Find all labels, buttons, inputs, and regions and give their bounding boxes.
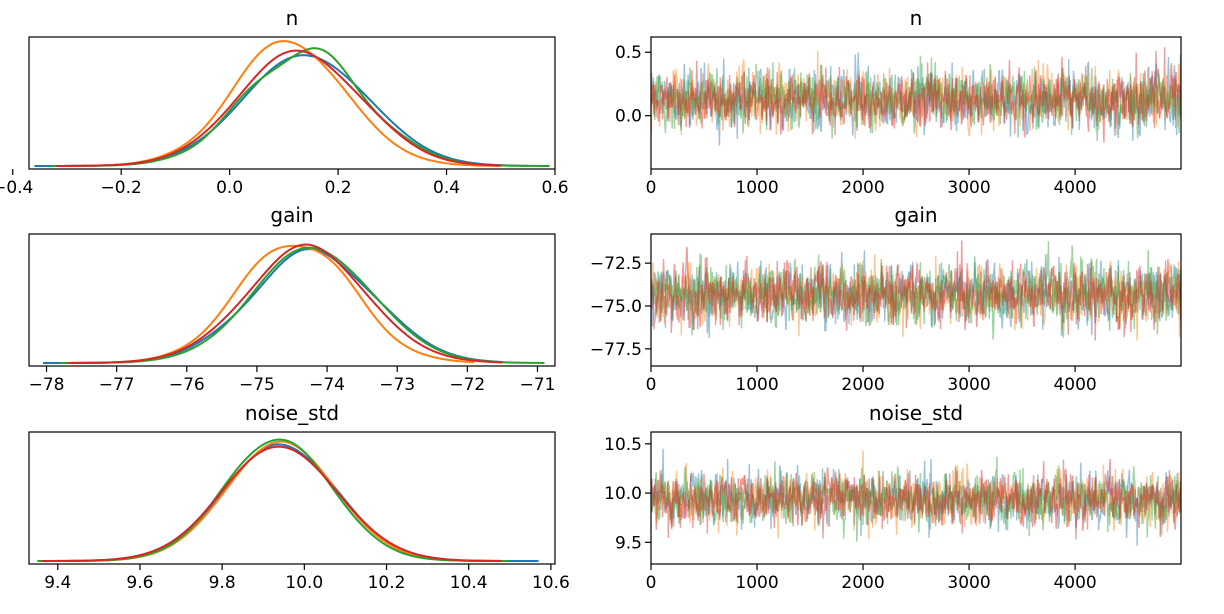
x-tick-label: −78: [29, 375, 65, 395]
panel-trace-n: n 0 1000 2000 3000 4000 0.5 0.0: [615, 6, 1182, 198]
x-tick-label: −76: [169, 375, 205, 395]
x-tick-label: 10.6: [532, 573, 570, 593]
trace-line: [651, 52, 1181, 146]
x-tick-label: 4000: [1053, 375, 1096, 395]
panel-trace-noise-std: noise_std 0 1000 2000 3000 4000 10.5 10.0 9.5: [604, 401, 1182, 593]
x-tick-label: 4000: [1053, 178, 1096, 198]
plot-area: [651, 47, 1181, 146]
plot-area: [651, 240, 1181, 341]
x-tick-label: 3000: [947, 573, 990, 593]
density-curve: [67, 243, 503, 364]
x-tick-label: −74: [309, 375, 345, 395]
panel-density-n: n −0.4 −0.2 0.0 0.2 0.4 0.6: [0, 6, 569, 198]
plot-area: [37, 438, 539, 562]
trace-line: [651, 51, 1181, 140]
x-tick-label: 0: [646, 375, 657, 395]
panel-density-noise-std: noise_std 9.4 9.6 9.8 10.0 10.2 10.4 10.6: [28, 401, 570, 593]
x-tick-label: 9.8: [209, 573, 236, 593]
x-tick-label: −71: [520, 375, 556, 395]
plot-area: [43, 243, 545, 364]
plot-area: [651, 448, 1181, 546]
y-tick-label: 0.0: [615, 107, 642, 127]
x-tick-label: 2000: [841, 178, 884, 198]
x-tick-label: 1000: [735, 573, 778, 593]
axes-frame: [650, 431, 1182, 565]
x-tick-label: 3000: [947, 375, 990, 395]
axes-frame: [28, 431, 556, 565]
x-tick-label: 0.4: [433, 178, 460, 198]
panel-title: gain: [894, 203, 937, 227]
x-tick-label: 4000: [1053, 573, 1096, 593]
x-tick-label: 9.4: [44, 573, 71, 593]
x-tick-label: −0.2: [101, 178, 142, 198]
trace-line: [651, 456, 1181, 542]
x-tick-label: 0: [646, 178, 657, 198]
x-tick-label: −73: [379, 375, 415, 395]
y-tick-label: −72.5: [590, 254, 642, 274]
x-tick-label: −75: [239, 375, 275, 395]
x-tick-label: 10.2: [368, 573, 406, 593]
axes-frame: [650, 36, 1182, 170]
x-tick-label: 1000: [735, 178, 778, 198]
trace-line: [651, 240, 1181, 341]
y-tick-label: 9.5: [615, 533, 642, 553]
y-tick-label: 10.0: [604, 484, 642, 504]
axes-frame: [650, 233, 1182, 367]
trace-line: [651, 250, 1181, 338]
y-tick-label: −75.0: [590, 297, 642, 317]
axes-frame: [28, 233, 556, 367]
panel-title: n: [286, 6, 299, 30]
trace-line: [651, 459, 1181, 540]
trace-line: [651, 254, 1181, 341]
x-tick-label: 2000: [841, 573, 884, 593]
x-tick-label: −0.4: [0, 178, 33, 198]
trace-line: [651, 241, 1181, 340]
panel-trace-gain: gain 0 1000 2000 3000 4000 −72.5 −75.0 −77.5: [590, 203, 1182, 395]
x-tick-label: 10.0: [285, 573, 323, 593]
trace-line: [651, 448, 1181, 546]
x-tick-label: 0.2: [325, 178, 352, 198]
x-tick-label: 1000: [735, 375, 778, 395]
panel-title: noise_std: [245, 401, 339, 425]
y-tick-label: −77.5: [590, 340, 642, 360]
x-tick-label: 10.4: [450, 573, 488, 593]
x-tick-label: −77: [99, 375, 135, 395]
x-tick-label: 2000: [841, 375, 884, 395]
y-tick-label: 10.5: [604, 435, 642, 455]
density-curve: [56, 49, 501, 167]
trace-line: [651, 55, 1181, 141]
x-tick-label: 0.6: [541, 178, 568, 198]
trace-line: [651, 47, 1181, 143]
trace-line: [651, 450, 1181, 540]
x-tick-label: 3000: [947, 178, 990, 198]
axes-frame: [28, 36, 556, 170]
panel-title: n: [910, 6, 923, 30]
panel-density-gain: gain −78 −77 −76 −75 −74 −73 −72 −71: [28, 203, 556, 395]
plot-area: [34, 40, 550, 167]
x-tick-label: 0.0: [216, 178, 243, 198]
x-tick-label: 0: [646, 573, 657, 593]
panel-title: noise_std: [869, 401, 963, 425]
density-curve: [41, 445, 502, 562]
panel-title: gain: [270, 203, 313, 227]
y-tick-label: 0.5: [615, 43, 642, 63]
x-tick-label: −72: [449, 375, 485, 395]
x-tick-label: 9.6: [126, 573, 153, 593]
